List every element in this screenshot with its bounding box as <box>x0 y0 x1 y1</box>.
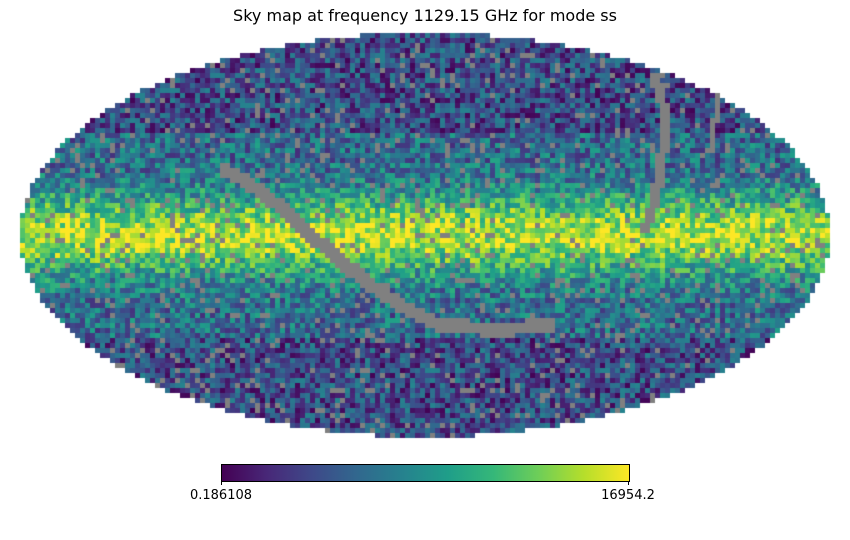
colorbar-min-label: 0.186108 <box>189 488 253 503</box>
chart-title: Sky map at frequency 1129.15 GHz for mod… <box>233 6 617 25</box>
colorbar-tick-min <box>221 481 222 485</box>
colorbar-tick-max <box>628 481 629 485</box>
colorbar-max-label: 16954.2 <box>601 488 655 503</box>
sky-map-mollweide <box>0 32 850 450</box>
colorbar <box>221 464 630 482</box>
